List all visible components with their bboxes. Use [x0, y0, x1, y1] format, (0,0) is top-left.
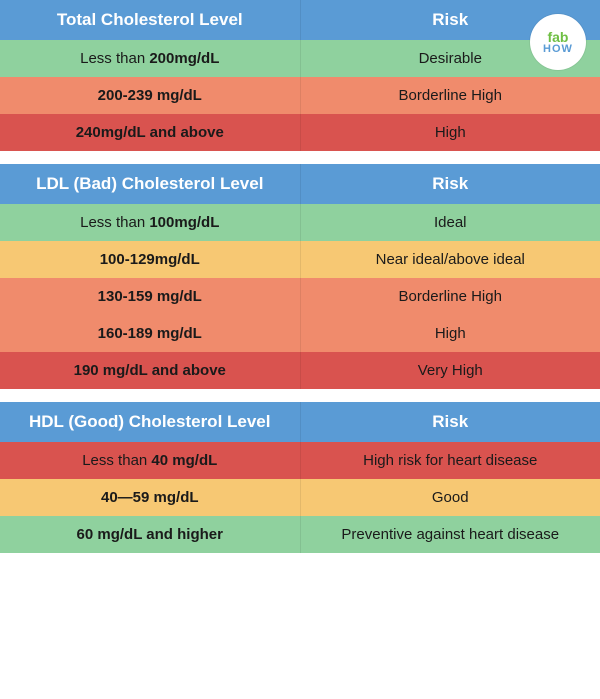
table-row: 130-159 mg/dLBorderline High [0, 278, 600, 315]
level-cell: 160-189 mg/dL [0, 315, 300, 352]
level-cell: Less than 100mg/dL [0, 204, 300, 241]
risk-cell: High risk for heart disease [300, 442, 600, 479]
table-row: Less than 40 mg/dLHigh risk for heart di… [0, 442, 600, 479]
risk-cell: High [300, 315, 600, 352]
table-header-risk: Risk [300, 402, 600, 442]
table-row: 240mg/dL and aboveHigh [0, 114, 600, 151]
level-cell: 40—59 mg/dL [0, 479, 300, 516]
risk-cell: High [300, 114, 600, 151]
risk-cell: Ideal [300, 204, 600, 241]
risk-cell: Borderline High [300, 278, 600, 315]
table-row: Less than 100mg/dLIdeal [0, 204, 600, 241]
logo-fab: fab [543, 30, 573, 44]
level-cell: 130-159 mg/dL [0, 278, 300, 315]
logo-how: HOW [543, 44, 573, 55]
tables-container: Total Cholesterol Level Risk Less than 200… [0, 0, 600, 553]
table-row: 160-189 mg/dLHigh [0, 315, 600, 352]
level-cell: 240mg/dL and above [0, 114, 300, 151]
table-header-level: HDL (Good) Cholesterol Level [0, 402, 300, 442]
cholesterol-table: HDL (Good) Cholesterol LevelRiskLess tha… [0, 402, 600, 553]
level-cell: 100-129mg/dL [0, 241, 300, 278]
table-row: Less than 200mg/dLDesirable [0, 40, 600, 77]
table-row: 100-129mg/dLNear ideal/above ideal [0, 241, 600, 278]
level-cell: Less than 200mg/dL [0, 40, 300, 77]
risk-cell: Near ideal/above ideal [300, 241, 600, 278]
table-row: 190 mg/dL and aboveVery High [0, 352, 600, 389]
table-row: 200-239 mg/dLBorderline High [0, 77, 600, 114]
risk-cell: Borderline High [300, 77, 600, 114]
level-cell: 190 mg/dL and above [0, 352, 300, 389]
cholesterol-table: LDL (Bad) Cholesterol LevelRiskLess than… [0, 164, 600, 389]
table-header-level: LDL (Bad) Cholesterol Level [0, 164, 300, 204]
fabhow-logo: fab HOW [530, 14, 586, 70]
table-header-risk: Risk [300, 164, 600, 204]
table-row: 60 mg/dL and higherPreventive against he… [0, 516, 600, 553]
table-row: 40—59 mg/dLGood [0, 479, 600, 516]
risk-cell: Good [300, 479, 600, 516]
level-cell: 200-239 mg/dL [0, 77, 300, 114]
level-cell: 60 mg/dL and higher [0, 516, 300, 553]
table-header-level: Total Cholesterol Level [0, 0, 300, 40]
risk-cell: Preventive against heart disease [300, 516, 600, 553]
risk-cell: Very High [300, 352, 600, 389]
cholesterol-table: Total Cholesterol LevelRiskLess than 200… [0, 0, 600, 151]
level-cell: Less than 40 mg/dL [0, 442, 300, 479]
